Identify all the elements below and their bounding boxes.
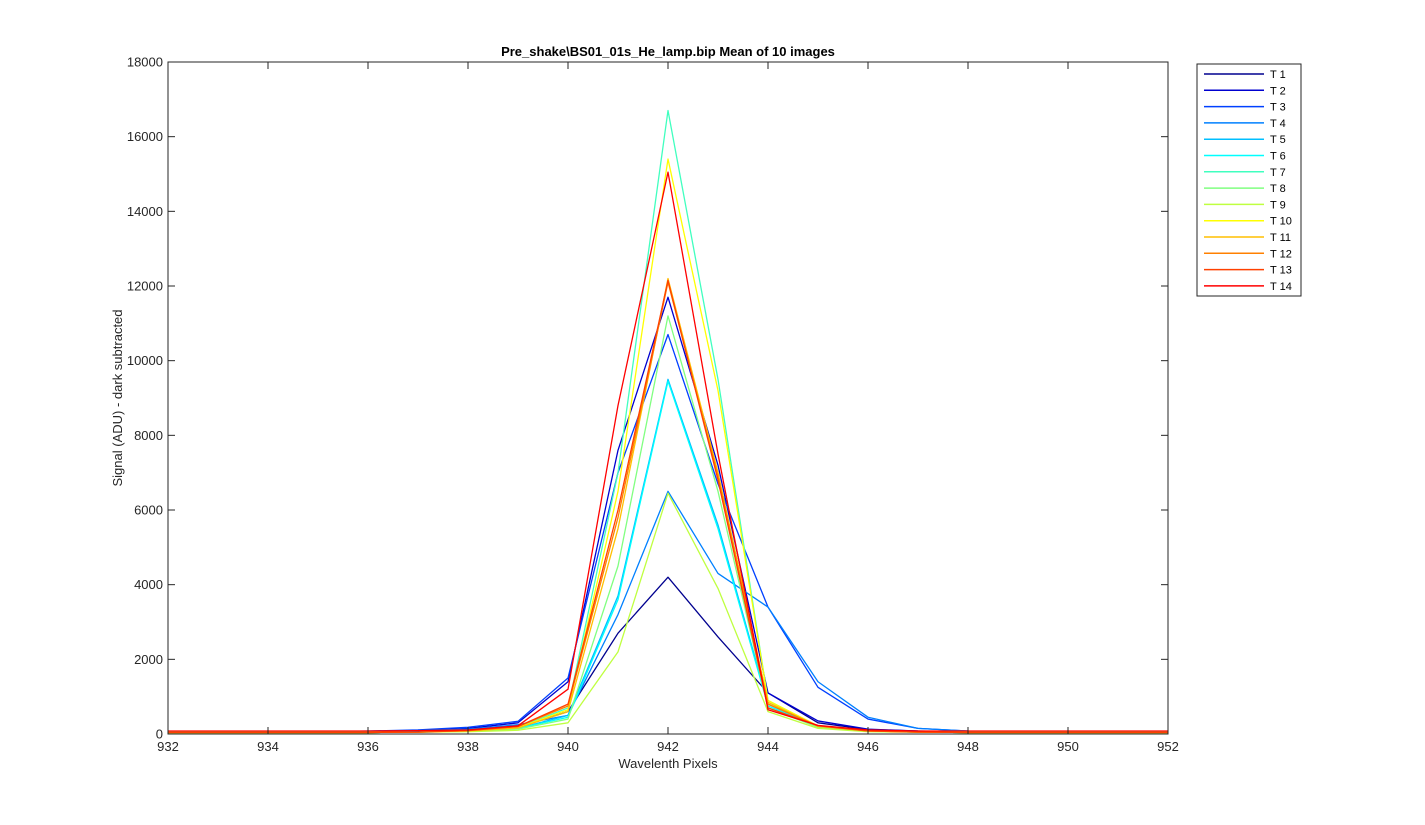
legend: T 1 T 2 T 3 T 4 T 5 T 6 T 7 T 8 T 9 T 10 T 11 T 12 T… [1196, 63, 1302, 297]
legend-box [1196, 63, 1302, 297]
x-tick-label: 942 [657, 739, 679, 754]
y-tick-label: 6000 [134, 503, 163, 518]
legend-label-9: T 9 [1270, 199, 1286, 211]
x-tick-label: 946 [857, 739, 879, 754]
x-tick-label: 940 [557, 739, 579, 754]
chart-title: Pre_shake\BS01_01s_He_lamp.bip Mean of 1… [501, 44, 835, 59]
x-tick-label: 934 [257, 739, 279, 754]
legend-label-5: T 5 [1270, 134, 1286, 146]
ticks-group: 932 934 936 938 940 942 944 946 948 950 952 0 2000 40… [127, 55, 1179, 755]
x-tick-label: 944 [757, 739, 779, 754]
legend-label-4: T 4 [1270, 118, 1286, 130]
legend-label-13: T 13 [1270, 265, 1292, 277]
legend-label-6: T 6 [1270, 151, 1286, 163]
plot-frame [167, 61, 1169, 735]
y-tick-label: 4000 [134, 577, 163, 592]
series-group [168, 109, 1168, 734]
legend-label-10: T 10 [1270, 216, 1292, 228]
legend-label-1: T 1 [1270, 69, 1286, 81]
x-tick-label: 938 [457, 739, 479, 754]
y-tick-label: 10000 [127, 353, 163, 368]
legend-label-7: T 7 [1270, 167, 1286, 179]
x-axis-label: Wavelenth Pixels [618, 756, 718, 771]
x-tick-label: 952 [1157, 739, 1179, 754]
legend-label-14: T 14 [1270, 281, 1292, 293]
legend-label-2: T 2 [1270, 85, 1286, 97]
legend-label-3: T 3 [1270, 102, 1286, 114]
y-tick-label: 0 [156, 727, 163, 742]
x-tick-label: 948 [957, 739, 979, 754]
series-line-13 [168, 279, 1168, 734]
y-tick-label: 12000 [127, 279, 163, 294]
legend-label-12: T 12 [1270, 248, 1292, 260]
y-tick-label: 18000 [127, 55, 163, 70]
legend-label-8: T 8 [1270, 183, 1286, 195]
y-tick-label: 16000 [127, 129, 163, 144]
x-tick-label: 932 [157, 739, 179, 754]
y-axis-label: Signal (ADU) - dark subtracted [110, 309, 125, 486]
y-tick-label: 8000 [134, 428, 163, 443]
y-tick-label: 14000 [127, 204, 163, 219]
x-tick-label: 950 [1057, 739, 1079, 754]
x-tick-label: 936 [357, 739, 379, 754]
legend-label-11: T 11 [1270, 232, 1291, 244]
series-line-14 [168, 171, 1168, 732]
y-tick-label: 2000 [134, 652, 163, 667]
